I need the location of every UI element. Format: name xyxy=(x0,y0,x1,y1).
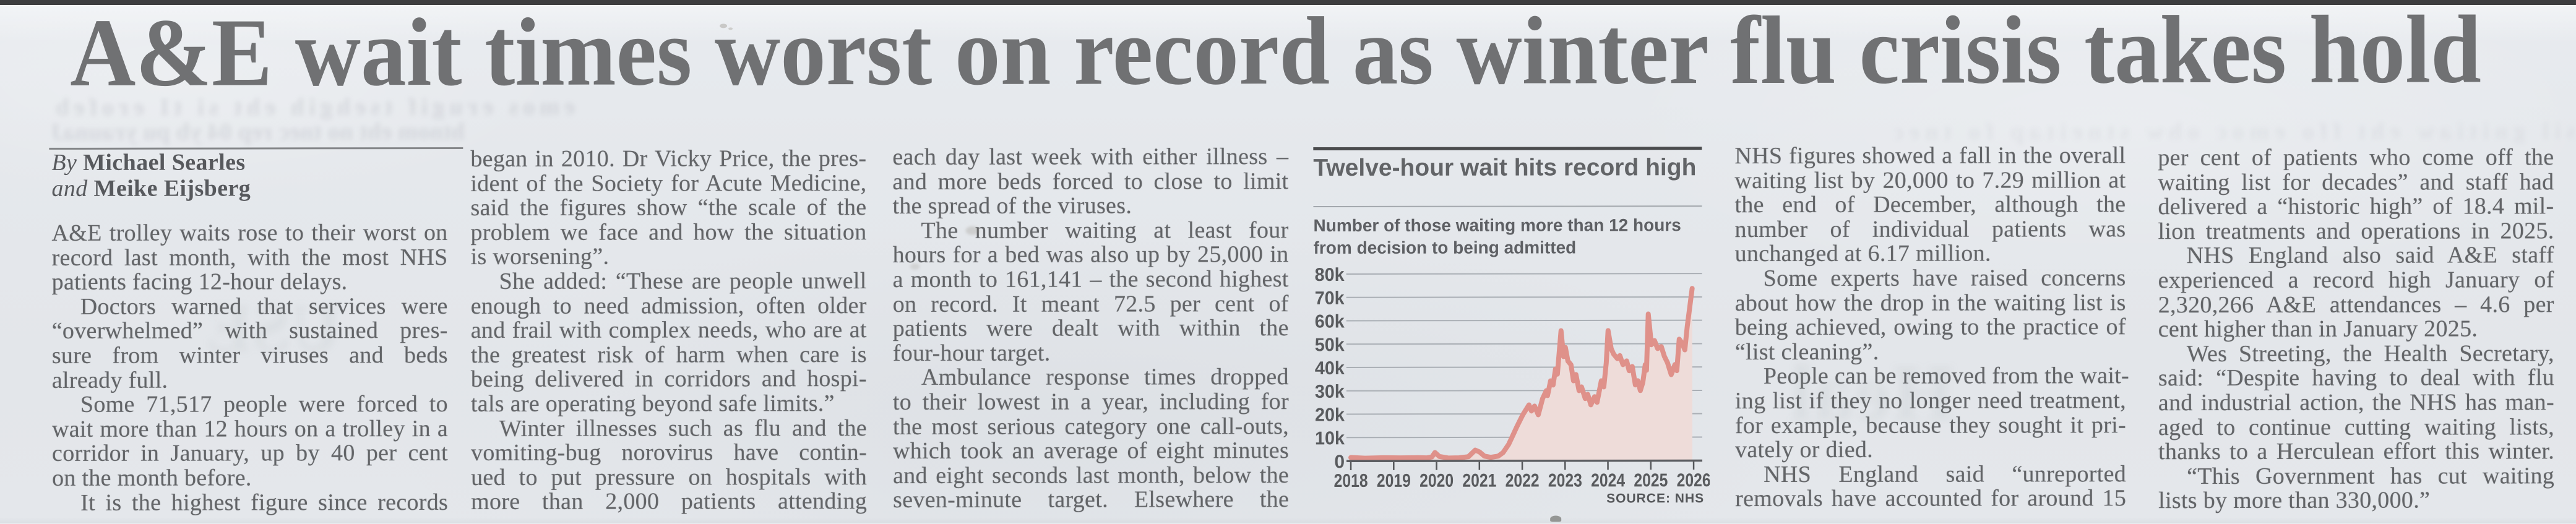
svg-text:2018: 2018 xyxy=(1334,471,1368,491)
svg-text:50k: 50k xyxy=(1315,335,1345,355)
svg-text:60k: 60k xyxy=(1315,311,1345,332)
svg-text:80k: 80k xyxy=(1315,265,1345,285)
svg-text:2023: 2023 xyxy=(1548,470,1582,491)
svg-text:2025: 2025 xyxy=(1634,470,1668,491)
svg-text:SOURCE: NHS: SOURCE: NHS xyxy=(1606,491,1704,505)
svg-text:2020: 2020 xyxy=(1419,471,1454,491)
svg-text:2022: 2022 xyxy=(1506,471,1540,491)
svg-text:2024: 2024 xyxy=(1591,470,1625,491)
svg-text:2019: 2019 xyxy=(1377,471,1411,491)
svg-text:70k: 70k xyxy=(1315,288,1345,309)
svg-text:2026: 2026 xyxy=(1677,470,1710,491)
svg-text:0: 0 xyxy=(1334,452,1345,472)
svg-text:40k: 40k xyxy=(1315,358,1345,379)
svg-text:10k: 10k xyxy=(1315,428,1345,449)
svg-text:2021: 2021 xyxy=(1462,471,1496,491)
svg-text:20k: 20k xyxy=(1315,405,1345,425)
svg-text:30k: 30k xyxy=(1315,382,1345,402)
